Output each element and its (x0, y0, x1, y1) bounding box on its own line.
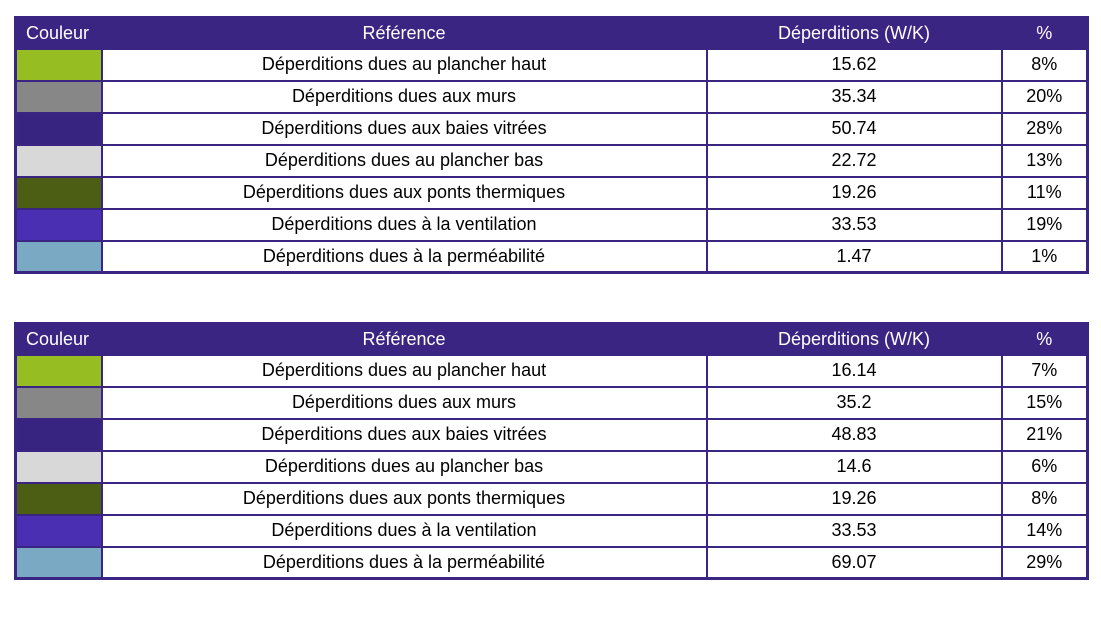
color-swatch (14, 79, 103, 114)
color-swatch (14, 175, 103, 210)
table-row: Déperditions dues aux ponts thermiques 19… (14, 481, 1089, 516)
table-2-body: Déperditions dues au plancher haut 16.14 7… (14, 353, 1089, 580)
percent-cell: 8% (1000, 481, 1089, 516)
deperditions-value-cell: 19.26 (705, 481, 1003, 516)
column-header-percent: % (1000, 16, 1089, 50)
reference-cell: Déperditions dues au plancher haut (100, 47, 708, 82)
reference-cell: Déperditions dues à la perméabilité (100, 545, 708, 580)
table-row: Déperditions dues au plancher bas 22.72 13… (14, 143, 1089, 178)
table-row: Déperditions dues à la perméabilité 69.07… (14, 545, 1089, 580)
table-2-header: Couleur Référence Déperditions (W/K) % (14, 322, 1089, 356)
deperditions-value-cell: 33.53 (705, 207, 1003, 242)
deperditions-value-cell: 14.6 (705, 449, 1003, 484)
percent-cell: 29% (1000, 545, 1089, 580)
percent-cell: 7% (1000, 353, 1089, 388)
color-swatch (14, 545, 103, 580)
deperditions-value-cell: 22.72 (705, 143, 1003, 178)
reference-cell: Déperditions dues aux murs (100, 385, 708, 420)
reference-cell: Déperditions dues au plancher bas (100, 449, 708, 484)
deperditions-value-cell: 15.62 (705, 47, 1003, 82)
reference-cell: Déperditions dues à la perméabilité (100, 239, 708, 274)
table-row: Déperditions dues à la ventilation 33.53 1… (14, 207, 1089, 242)
percent-cell: 21% (1000, 417, 1089, 452)
percent-cell: 14% (1000, 513, 1089, 548)
deperditions-value-cell: 35.2 (705, 385, 1003, 420)
table-row: Déperditions dues à la ventilation 33.53 1… (14, 513, 1089, 548)
table-1-body: Déperditions dues au plancher haut 15.62 8… (14, 47, 1089, 274)
deperditions-value-cell: 16.14 (705, 353, 1003, 388)
reference-cell: Déperditions dues à la ventilation (100, 207, 708, 242)
percent-cell: 19% (1000, 207, 1089, 242)
table-row: Déperditions dues aux murs 35.2 15% (14, 385, 1089, 420)
deperditions-value-cell: 19.26 (705, 175, 1003, 210)
column-header-percent: % (1000, 322, 1089, 356)
deperditions-value-cell: 1.47 (705, 239, 1003, 274)
reference-cell: Déperditions dues au plancher bas (100, 143, 708, 178)
deperditions-table-2: Couleur Référence Déperditions (W/K) % D… (14, 322, 1089, 580)
table-row: Déperditions dues aux baies vitrées 50.74… (14, 111, 1089, 146)
deperditions-value-cell: 33.53 (705, 513, 1003, 548)
deperditions-value-cell: 69.07 (705, 545, 1003, 580)
deperditions-value-cell: 50.74 (705, 111, 1003, 146)
percent-cell: 13% (1000, 143, 1089, 178)
color-swatch (14, 353, 103, 388)
table-row: Déperditions dues aux murs 35.34 20% (14, 79, 1089, 114)
table-1-header: Couleur Référence Déperditions (W/K) % (14, 16, 1089, 50)
table-row: Déperditions dues à la perméabilité 1.47 1… (14, 239, 1089, 274)
header-row: Couleur Référence Déperditions (W/K) % (14, 322, 1089, 356)
reference-cell: Déperditions dues au plancher haut (100, 353, 708, 388)
column-header-reference: Référence (100, 322, 708, 356)
color-swatch (14, 207, 103, 242)
column-header-deperditions: Déperditions (W/K) (705, 322, 1003, 356)
table-row: Déperditions dues au plancher haut 16.14 7… (14, 353, 1089, 388)
table-row: Déperditions dues aux baies vitrées 48.83… (14, 417, 1089, 452)
reference-cell: Déperditions dues à la ventilation (100, 513, 708, 548)
color-swatch (14, 111, 103, 146)
reference-cell: Déperditions dues aux baies vitrées (100, 417, 708, 452)
deperditions-value-cell: 35.34 (705, 79, 1003, 114)
percent-cell: 6% (1000, 449, 1089, 484)
column-header-couleur: Couleur (14, 16, 103, 50)
color-swatch (14, 481, 103, 516)
percent-cell: 1% (1000, 239, 1089, 274)
column-header-couleur: Couleur (14, 322, 103, 356)
reference-cell: Déperditions dues aux ponts thermiques (100, 481, 708, 516)
color-swatch (14, 239, 103, 274)
color-swatch (14, 47, 103, 82)
percent-cell: 8% (1000, 47, 1089, 82)
color-swatch (14, 513, 103, 548)
table-row: Déperditions dues aux ponts thermiques 19… (14, 175, 1089, 210)
table-row: Déperditions dues au plancher haut 15.62 8… (14, 47, 1089, 82)
table-row: Déperditions dues au plancher bas 14.6 6% (14, 449, 1089, 484)
column-header-deperditions: Déperditions (W/K) (705, 16, 1003, 50)
column-header-reference: Référence (100, 16, 708, 50)
deperditions-table-1: Couleur Référence Déperditions (W/K) % D… (14, 16, 1089, 274)
deperditions-value-cell: 48.83 (705, 417, 1003, 452)
color-swatch (14, 417, 103, 452)
color-swatch (14, 449, 103, 484)
reference-cell: Déperditions dues aux baies vitrées (100, 111, 708, 146)
percent-cell: 11% (1000, 175, 1089, 210)
percent-cell: 20% (1000, 79, 1089, 114)
percent-cell: 15% (1000, 385, 1089, 420)
color-swatch (14, 143, 103, 178)
color-swatch (14, 385, 103, 420)
reference-cell: Déperditions dues aux ponts thermiques (100, 175, 708, 210)
percent-cell: 28% (1000, 111, 1089, 146)
reference-cell: Déperditions dues aux murs (100, 79, 708, 114)
header-row: Couleur Référence Déperditions (W/K) % (14, 16, 1089, 50)
